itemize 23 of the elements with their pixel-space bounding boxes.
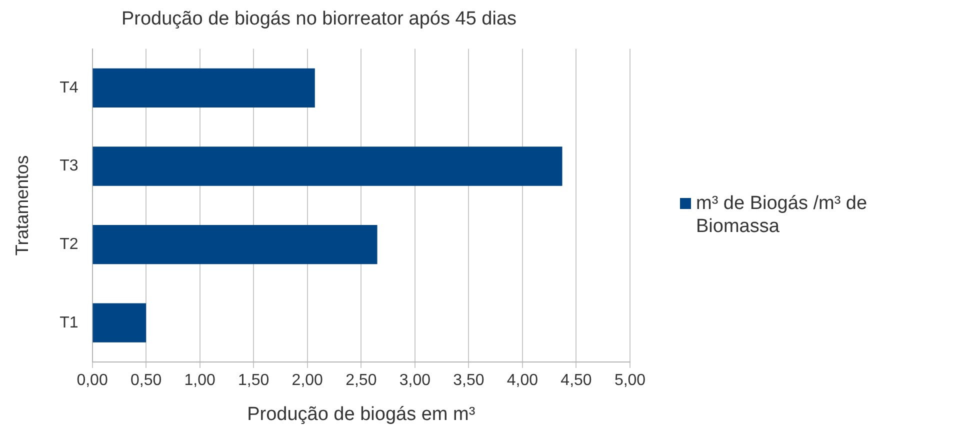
y-tick-label: T3: [60, 158, 78, 175]
x-tick-label: 0,00: [76, 372, 108, 390]
x-tick-label: 3,50: [453, 372, 484, 390]
x-tick-label: 2,50: [346, 372, 377, 390]
y-tick-label: T1: [60, 314, 78, 332]
bar: [92, 146, 562, 186]
bar: [92, 303, 146, 342]
x-tick-label: 0,50: [130, 372, 162, 390]
y-tick-label: T4: [60, 79, 78, 96]
bar: [92, 68, 315, 108]
x-tick-label: 2,00: [292, 372, 324, 390]
x-tick-label: 4,50: [560, 372, 592, 390]
bar: [92, 224, 378, 264]
legend-label: m³ de Biogás /m³ de Biomassa: [696, 192, 868, 238]
x-tick-label: 1,50: [238, 372, 270, 390]
x-tick-label: 3,00: [399, 372, 431, 390]
chart-title: Produção de biogás no biorreator após 45 dias: [121, 8, 517, 30]
x-tick-label: 1,00: [184, 372, 216, 390]
y-axis-title: Tratamentos: [12, 155, 32, 256]
x-axis-title: Produção de biogás em m³: [247, 404, 476, 425]
y-tick-label: T2: [60, 236, 78, 253]
x-tick-label: 4,00: [506, 372, 538, 390]
x-tick-label: 5,00: [614, 372, 646, 390]
